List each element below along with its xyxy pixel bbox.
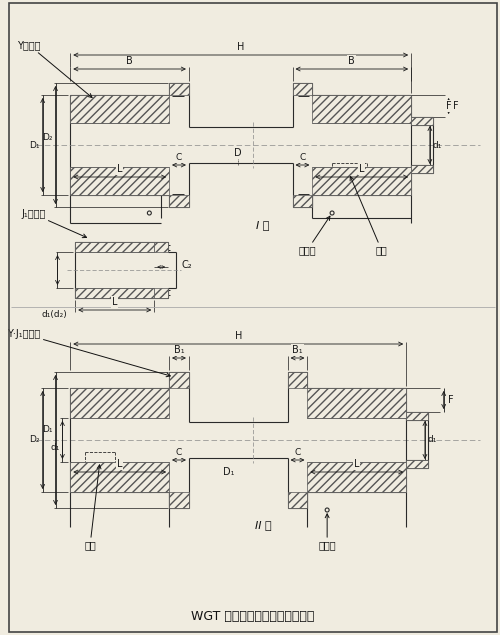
Text: L: L (359, 164, 364, 174)
Text: d₁: d₁ (50, 443, 59, 453)
Bar (169, 83, 189, 95)
Text: D: D (234, 148, 242, 158)
Bar (70, 95, 169, 123)
Text: L: L (117, 164, 122, 174)
Text: Y·J₁型轴孔: Y·J₁型轴孔 (8, 329, 170, 377)
Bar (406, 412, 428, 420)
Text: F: F (448, 395, 454, 405)
Bar (169, 372, 189, 388)
Bar (292, 83, 312, 95)
Bar (288, 372, 308, 388)
Text: WGT 型接中间套鼓形齿式联轴器: WGT 型接中间套鼓形齿式联轴器 (192, 610, 315, 624)
Bar (312, 95, 411, 123)
Text: B₁: B₁ (292, 345, 303, 355)
Bar (411, 165, 433, 173)
Text: F: F (446, 101, 452, 111)
Text: C: C (176, 153, 182, 162)
Bar (154, 288, 168, 298)
Text: B₁: B₁ (174, 345, 184, 355)
Text: D₂: D₂ (42, 133, 52, 142)
Text: 标志: 标志 (350, 177, 388, 255)
Text: I 型: I 型 (256, 220, 270, 230)
Bar (154, 242, 168, 252)
Text: B: B (126, 56, 133, 66)
Bar (308, 388, 406, 418)
Text: D₁: D₁ (29, 140, 40, 149)
Text: d₁: d₁ (428, 436, 438, 444)
Bar (292, 195, 312, 207)
Bar (411, 117, 433, 125)
Text: d₁(d₂): d₁(d₂) (42, 310, 68, 319)
Text: L: L (354, 459, 360, 469)
Text: C₂: C₂ (182, 260, 192, 270)
Text: 标志: 标志 (84, 465, 101, 550)
Text: B: B (348, 56, 355, 66)
Bar (70, 167, 169, 195)
Text: Y型轴孔: Y型轴孔 (17, 40, 92, 98)
Text: H: H (237, 42, 244, 52)
Bar (288, 492, 308, 508)
Bar (169, 492, 189, 508)
Bar (70, 462, 169, 492)
Bar (76, 242, 154, 252)
Text: d₁: d₁ (433, 140, 442, 149)
Text: H: H (234, 331, 242, 341)
Text: C: C (294, 448, 300, 457)
Text: F: F (452, 101, 458, 111)
Bar (312, 167, 411, 195)
Text: 注油孔: 注油孔 (318, 514, 336, 550)
Bar (169, 195, 189, 207)
Bar (76, 288, 154, 298)
Bar (308, 462, 406, 492)
Text: L: L (117, 459, 122, 469)
Text: D₁: D₁ (222, 467, 234, 477)
Text: J₁型轴孔: J₁型轴孔 (22, 209, 86, 237)
Bar (406, 460, 428, 468)
Bar (70, 388, 169, 418)
Text: II 型: II 型 (254, 520, 272, 530)
Text: 注油孔: 注油孔 (298, 216, 330, 255)
Text: C: C (300, 153, 306, 162)
Text: D₁: D₁ (42, 425, 52, 434)
Text: D₂: D₂ (29, 436, 40, 444)
Text: L: L (112, 297, 117, 307)
Text: C: C (176, 448, 182, 457)
